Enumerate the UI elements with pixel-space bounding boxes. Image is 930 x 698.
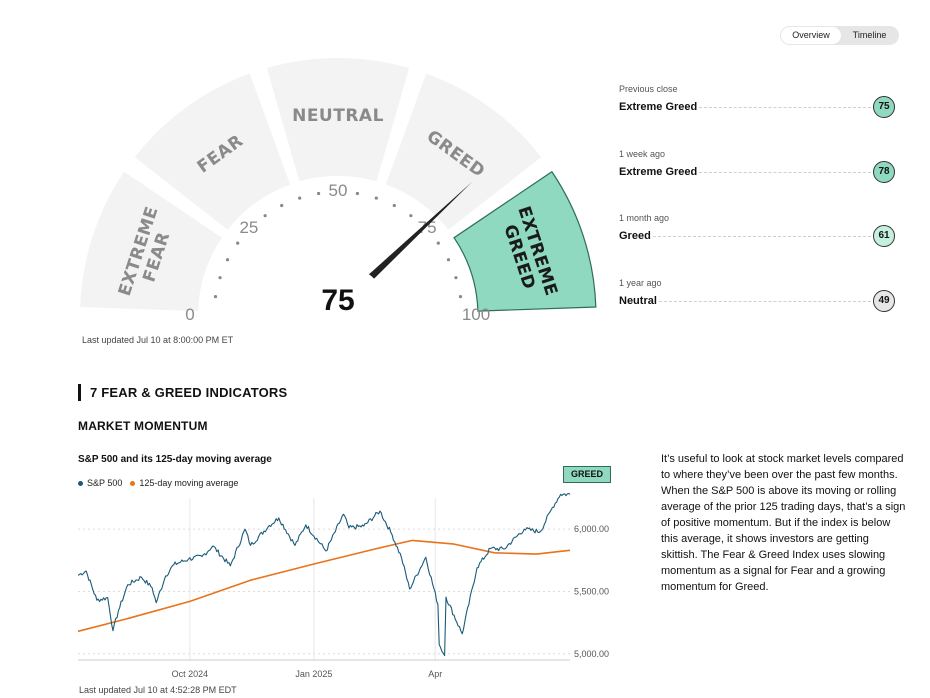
gauge-zone [385,73,542,230]
gauge-tick-dot [317,191,321,196]
chart-x-tick: Jan 2025 [295,669,332,679]
history-row: Extreme Greed 75 [619,96,898,118]
gauge-tick-dot [409,214,413,218]
gauge-tick-dot [298,196,302,200]
chart-legend: S&P 500 125-day moving average [78,478,238,488]
gauge-zone [134,73,291,230]
history-rating: Greed [619,230,651,242]
history-period: 1 week ago [619,149,666,159]
history-period: 1 month ago [619,213,670,223]
gauge-tick-dot [280,203,284,208]
legend-label-moving-average: 125-day moving average [139,478,239,488]
history-score-badge: 75 [873,96,895,118]
history-leader-line [652,235,871,237]
overview-tab[interactable]: Overview [781,27,841,44]
gauge-zone [453,170,597,312]
timeline-tab[interactable]: Timeline [852,30,887,40]
history-row: Greed 61 [619,225,898,247]
chart-y-tick: 6,000.00 [574,524,609,534]
history-period: 1 year ago [619,278,662,288]
history-leader-line [658,300,871,302]
gauge-last-updated: Last updated Jul 10 at 8:00:00 PM ET [82,335,234,345]
chart-title: S&P 500 and its 125-day moving average [78,454,272,465]
history-rating: Extreme Greed [619,101,698,113]
history-period: Previous close [619,84,678,94]
gauge-tick-label: 75 [418,218,437,237]
gauge-zone-label: EXTREMEFEAR [115,204,181,305]
gauge-tick-dot [374,196,378,200]
gauge-score: 75 [321,284,354,317]
momentum-line-chart: 5,000.00 5,500.00 6,000.00 Oct 2024 Jan 2025… [77,492,609,679]
gauge-tick-dot [436,241,440,245]
gauge-zone-label: NEUTRAL [292,106,384,126]
moving-average-line [77,539,571,633]
gauge-tick-dot [225,258,230,262]
chart-last-updated: Last updated Jul 10 at 4:52:28 PM EDT [79,685,237,695]
view-toggle: Overview Timeline [780,26,899,45]
market-momentum-title: MARKET MOMENTUM [78,419,208,433]
history-leader-line [699,106,871,108]
gauge-tick-dot [236,241,240,245]
history-row: Neutral 49 [619,290,898,312]
gauge-tick-dot [446,258,451,262]
gauge-tick-dot [458,295,463,299]
history-score-badge: 49 [873,290,895,312]
legend-item-sp500: S&P 500 [78,478,122,488]
gauge-tick-dot [392,203,396,208]
sp500-dot-icon [78,481,83,487]
chart-y-tick: 5,000.00 [574,649,609,659]
momentum-rating-badge: GREED [563,466,611,483]
legend-label-sp500: S&P 500 [87,478,123,488]
moving-average-dot-icon [130,481,136,487]
gauge-tick-label: 50 [329,181,348,200]
gauge-zone [266,58,410,182]
gauge-tick-dot [263,214,267,218]
fear-greed-gauge: EXTREMEFEARFEARNEUTRALGREEDEXTREMEGREED0… [80,58,597,330]
history-rating: Extreme Greed [619,166,698,178]
gauge-tick-dot [218,276,222,280]
gauge-zone-label-line: NEUTRAL [292,106,384,126]
gauge-center [286,264,390,330]
gauge-tick-label: 0 [185,305,194,324]
gauge-tick-label: 25 [239,218,258,237]
sp500-line [77,492,571,657]
history-item: 1 month ago Greed 61 [619,213,898,247]
indicators-section-title: 7 FEAR & GREED INDICATORS [78,384,287,401]
history-row: Extreme Greed 78 [619,161,898,183]
chart-x-tick: Oct 2024 [172,669,209,679]
chart-y-tick: 5,500.00 [574,586,609,596]
gauge-tick-dot [355,191,359,196]
gauge-tick-dot [454,276,458,280]
gauge-tick-dot [213,295,218,299]
history-item: 1 year ago Neutral 49 [619,278,898,312]
history-item: Previous close Extreme Greed 75 [619,84,898,118]
history-leader-line [699,171,871,173]
chart-x-tick: Apr [428,669,442,679]
momentum-description: It’s useful to look at stock market leve… [661,453,906,593]
history-item: 1 week ago Extreme Greed 78 [619,149,898,183]
gauge-tick-label: 100 [462,305,490,324]
legend-item-moving-average: 125-day moving average [130,478,238,488]
history-score-badge: 61 [873,225,895,247]
history-score-badge: 78 [873,161,895,183]
gauge-zone [80,171,222,312]
history-rating: Neutral [619,295,657,307]
